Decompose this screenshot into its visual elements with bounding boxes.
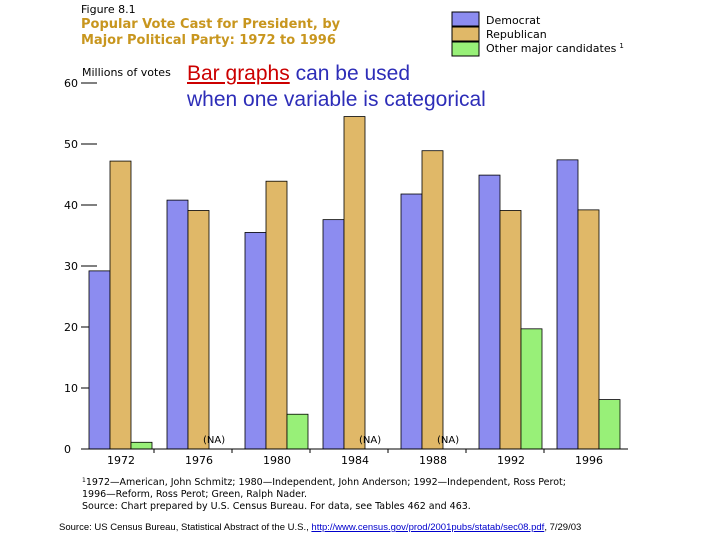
y-tick-label: 40 <box>64 199 78 212</box>
overlay-highlight: Bar graphs <box>187 62 290 85</box>
x-tick-label: 1984 <box>341 454 369 467</box>
footnote-line2: 1996—Reform, Ross Perot; Green, Ralph Na… <box>82 489 307 500</box>
bar-democrat-1996 <box>556 159 579 450</box>
y-tick-label: 60 <box>64 77 78 90</box>
x-tick-label: 1992 <box>497 454 525 467</box>
y-tick-label: 20 <box>64 321 78 334</box>
source-link[interactable]: http://www.census.gov/prod/2001pubs/stat… <box>311 522 545 533</box>
bar-republican-1988 <box>421 150 444 450</box>
y-tick-label: 50 <box>64 138 78 151</box>
y-tick-label: 10 <box>64 382 78 395</box>
overlay-line2: when one variable is categorical <box>187 88 486 111</box>
source-citation: Source: US Census Bureau, Statistical Ab… <box>59 522 581 533</box>
overlay-line1: Bar graphs can be used <box>187 61 567 87</box>
y-axis-label: Millions of votes <box>82 66 171 79</box>
legend: Democrat Republican Other major candidat… <box>451 11 624 57</box>
bar-democrat-1976 <box>166 199 189 450</box>
bar-democrat-1992 <box>478 174 501 450</box>
x-tick-label: 1980 <box>263 454 291 467</box>
bar-republican-1972 <box>109 160 132 450</box>
bar-democrat-1972 <box>88 270 111 450</box>
x-axis: 1972 1976 1980 1984 1988 1992 1996 <box>81 448 628 467</box>
na-label: (NA) <box>203 435 225 446</box>
bar-other-1980 <box>286 413 309 450</box>
y-tick-label: 0 <box>64 443 71 456</box>
bar-republican-1996 <box>577 209 600 450</box>
bar-republican-1992 <box>499 210 522 450</box>
y-tick-label: 30 <box>64 260 78 273</box>
bar-democrat-1980 <box>244 232 267 450</box>
legend-label-republican: Republican <box>486 28 547 41</box>
footnote-line1: 11972—American, John Schmitz; 1980—Indep… <box>82 477 566 488</box>
na-label: (NA) <box>437 435 459 446</box>
source-prefix: Source: US Census Bureau, Statistical Ab… <box>59 522 312 533</box>
x-tick-label: 1996 <box>575 454 603 467</box>
footnote-line3: Source: Chart prepared by U.S. Census Bu… <box>82 501 471 512</box>
legend-swatch-democrat <box>451 11 480 27</box>
bar-other-1992 <box>520 328 543 450</box>
bar-democrat-1984 <box>322 219 345 450</box>
bar-democrat-1988 <box>400 193 423 450</box>
chart-title-line1: Popular Vote Cast for President, by <box>81 17 341 32</box>
overlay-line1-rest: can be used <box>289 62 410 85</box>
x-tick-label: 1972 <box>107 454 135 467</box>
bar-republican-1980 <box>265 180 288 450</box>
bar-republican-1976 <box>187 210 210 450</box>
legend-label-democrat: Democrat <box>486 14 541 27</box>
source-suffix: , 7/29/03 <box>544 522 582 533</box>
legend-swatch-other <box>451 41 480 57</box>
figure-number: Figure 8.1 <box>81 3 136 16</box>
bar-other-1972 <box>130 441 153 450</box>
bars-group: (NA) (NA) (NA) <box>88 116 621 450</box>
legend-swatch-republican <box>451 26 480 42</box>
bar-republican-1984 <box>343 116 366 450</box>
na-label: (NA) <box>359 435 381 446</box>
legend-label-other: Other major candidates 1 <box>486 42 624 55</box>
overlay-caption: Bar graphs can be used when one variable… <box>187 61 567 113</box>
x-tick-label: 1988 <box>419 454 447 467</box>
bar-other-1996 <box>598 399 621 450</box>
chart-title-line2: Major Political Party: 1972 to 1996 <box>81 33 336 48</box>
x-tick-label: 1976 <box>185 454 213 467</box>
